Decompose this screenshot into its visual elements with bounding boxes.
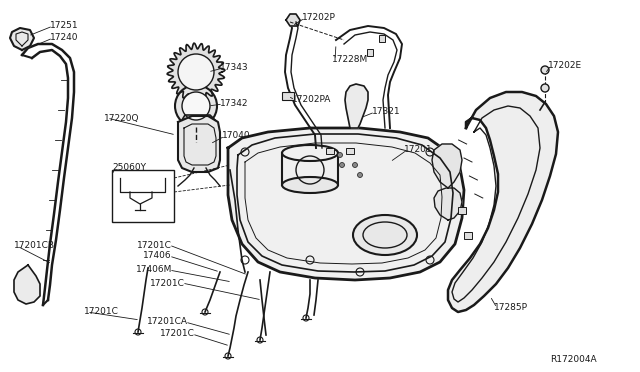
Bar	[112, 170, 174, 222]
Circle shape	[358, 173, 362, 177]
Circle shape	[339, 163, 344, 167]
Text: 17201C: 17201C	[137, 241, 172, 250]
Text: 17202E: 17202E	[548, 61, 582, 70]
Text: 25060Y: 25060Y	[112, 164, 146, 173]
Text: 17321: 17321	[372, 108, 401, 116]
Circle shape	[175, 85, 217, 127]
Text: 17342: 17342	[220, 99, 248, 109]
Bar	[379, 35, 385, 42]
Text: 17343: 17343	[220, 64, 248, 73]
Text: 17406M: 17406M	[136, 266, 172, 275]
Text: 17202PA: 17202PA	[292, 96, 332, 105]
Text: 17240: 17240	[50, 33, 79, 42]
Text: R172004A: R172004A	[550, 356, 596, 365]
Text: 17251: 17251	[50, 22, 79, 31]
Circle shape	[353, 163, 358, 167]
Polygon shape	[345, 84, 368, 128]
Polygon shape	[432, 144, 462, 188]
Bar	[458, 207, 466, 214]
Bar	[346, 148, 354, 154]
Bar	[326, 148, 334, 154]
Text: 17201C: 17201C	[84, 308, 119, 317]
Circle shape	[541, 66, 549, 74]
Text: 17220Q: 17220Q	[104, 113, 140, 122]
Circle shape	[337, 153, 342, 157]
Text: 17201CA: 17201CA	[147, 317, 188, 327]
Text: 17201CB: 17201CB	[14, 241, 55, 250]
Text: 17040: 17040	[222, 131, 251, 141]
Text: 17285P: 17285P	[494, 304, 528, 312]
Text: 17202P: 17202P	[302, 13, 336, 22]
Bar	[282, 92, 294, 100]
Polygon shape	[167, 43, 225, 101]
Polygon shape	[286, 14, 300, 26]
Polygon shape	[434, 188, 462, 220]
Text: 17201C: 17201C	[160, 330, 195, 339]
Bar	[464, 232, 472, 239]
Polygon shape	[178, 116, 220, 172]
Polygon shape	[10, 28, 34, 50]
Circle shape	[178, 54, 214, 90]
Ellipse shape	[282, 177, 338, 193]
Text: 17228M: 17228M	[332, 55, 368, 64]
Polygon shape	[448, 92, 558, 312]
Text: 17201C: 17201C	[150, 279, 185, 288]
Circle shape	[182, 92, 210, 120]
Circle shape	[541, 84, 549, 92]
Polygon shape	[14, 265, 40, 304]
Polygon shape	[228, 128, 464, 280]
Text: 17201: 17201	[404, 145, 433, 154]
Bar	[367, 49, 373, 56]
Text: 17406: 17406	[143, 251, 172, 260]
Ellipse shape	[353, 215, 417, 255]
